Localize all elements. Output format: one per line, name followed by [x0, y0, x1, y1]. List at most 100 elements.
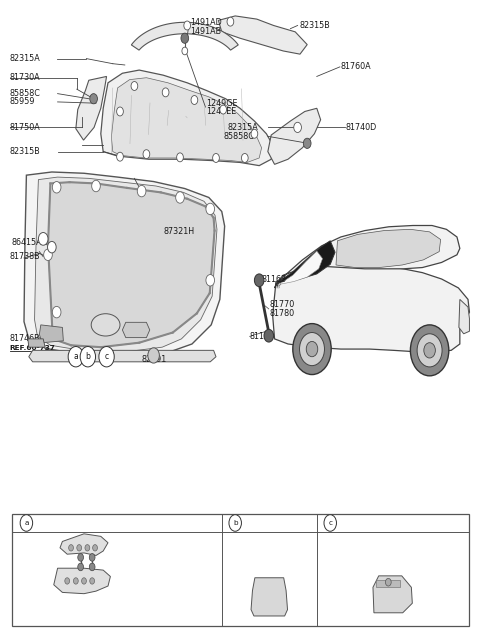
Text: b: b	[85, 352, 90, 361]
Polygon shape	[60, 534, 108, 555]
Text: 1249GE: 1249GE	[206, 99, 238, 108]
Ellipse shape	[91, 314, 120, 336]
Circle shape	[80, 347, 96, 367]
Polygon shape	[29, 350, 216, 362]
Text: 85959: 85959	[10, 97, 35, 106]
Circle shape	[182, 47, 188, 55]
Circle shape	[78, 563, 84, 571]
Polygon shape	[336, 229, 441, 268]
Polygon shape	[111, 78, 262, 162]
Circle shape	[251, 129, 258, 138]
Text: 82315A: 82315A	[10, 54, 40, 63]
Circle shape	[44, 249, 52, 261]
Circle shape	[68, 347, 84, 367]
Circle shape	[77, 545, 82, 551]
Text: 81738B: 81738B	[10, 252, 40, 261]
Text: 1125DA: 1125DA	[115, 561, 144, 567]
Circle shape	[241, 154, 248, 162]
Circle shape	[90, 94, 97, 104]
Circle shape	[220, 105, 227, 114]
Text: 1491AB: 1491AB	[191, 27, 222, 36]
Circle shape	[213, 154, 219, 162]
Circle shape	[143, 150, 150, 159]
Text: 85858C: 85858C	[10, 89, 40, 98]
Polygon shape	[76, 76, 107, 140]
Circle shape	[227, 17, 234, 26]
Text: 81260C: 81260C	[340, 519, 371, 527]
Circle shape	[99, 347, 114, 367]
Circle shape	[410, 325, 449, 376]
Circle shape	[20, 515, 33, 531]
Circle shape	[117, 107, 123, 116]
Circle shape	[131, 82, 138, 90]
Circle shape	[117, 152, 123, 161]
Circle shape	[52, 306, 61, 318]
Circle shape	[65, 578, 70, 584]
Circle shape	[264, 329, 274, 342]
Text: 81456C: 81456C	[19, 561, 48, 567]
Text: a: a	[24, 520, 29, 526]
Text: 82315A: 82315A	[228, 123, 259, 132]
Text: R: R	[266, 592, 272, 601]
Text: 82315B: 82315B	[10, 147, 40, 156]
Circle shape	[206, 203, 215, 215]
Polygon shape	[268, 108, 321, 164]
Text: 81750A: 81750A	[10, 123, 40, 132]
Circle shape	[300, 333, 324, 366]
Circle shape	[78, 554, 84, 561]
Text: 81755E: 81755E	[245, 519, 275, 527]
Circle shape	[69, 545, 73, 551]
Text: a: a	[73, 352, 78, 361]
Polygon shape	[54, 568, 110, 594]
Polygon shape	[24, 172, 225, 355]
Polygon shape	[132, 22, 238, 50]
Text: 81210A: 81210A	[115, 586, 144, 592]
Text: REF.60-737: REF.60-737	[10, 345, 56, 351]
Circle shape	[417, 334, 442, 367]
Text: 81760A: 81760A	[341, 62, 372, 71]
Text: 81740D: 81740D	[346, 123, 377, 132]
Circle shape	[191, 96, 198, 104]
Polygon shape	[35, 177, 217, 352]
Polygon shape	[273, 264, 469, 352]
Text: 82191: 82191	[142, 355, 167, 364]
Text: 81730A: 81730A	[10, 73, 40, 82]
Circle shape	[137, 185, 146, 197]
Text: 87321H: 87321H	[163, 227, 194, 236]
Circle shape	[303, 138, 311, 148]
Text: b: b	[233, 520, 238, 526]
Circle shape	[176, 192, 184, 203]
Circle shape	[73, 578, 78, 584]
Polygon shape	[101, 70, 274, 166]
Circle shape	[294, 122, 301, 132]
Circle shape	[254, 274, 264, 287]
Polygon shape	[459, 299, 469, 334]
Circle shape	[184, 21, 191, 30]
Text: 85858C: 85858C	[224, 132, 254, 141]
Text: 81163: 81163	[262, 275, 287, 283]
Polygon shape	[48, 182, 215, 347]
Circle shape	[177, 153, 183, 162]
Text: 1249EE: 1249EE	[206, 107, 237, 116]
Bar	[12, 514, 469, 626]
Polygon shape	[28, 339, 45, 347]
Polygon shape	[276, 225, 460, 287]
Circle shape	[306, 341, 318, 357]
Circle shape	[38, 233, 48, 245]
Circle shape	[181, 33, 189, 43]
Circle shape	[85, 545, 90, 551]
Circle shape	[52, 182, 61, 193]
Polygon shape	[122, 322, 150, 338]
Text: 81163: 81163	[250, 332, 275, 341]
Polygon shape	[251, 578, 288, 616]
Text: 81770: 81770	[270, 300, 295, 309]
Polygon shape	[376, 580, 400, 587]
Circle shape	[424, 343, 435, 358]
Text: 81230A: 81230A	[115, 535, 144, 541]
Polygon shape	[275, 241, 335, 288]
Circle shape	[90, 578, 95, 584]
Text: c: c	[328, 520, 332, 526]
Circle shape	[92, 180, 100, 192]
Text: 82315B: 82315B	[299, 21, 330, 30]
Circle shape	[162, 88, 169, 97]
